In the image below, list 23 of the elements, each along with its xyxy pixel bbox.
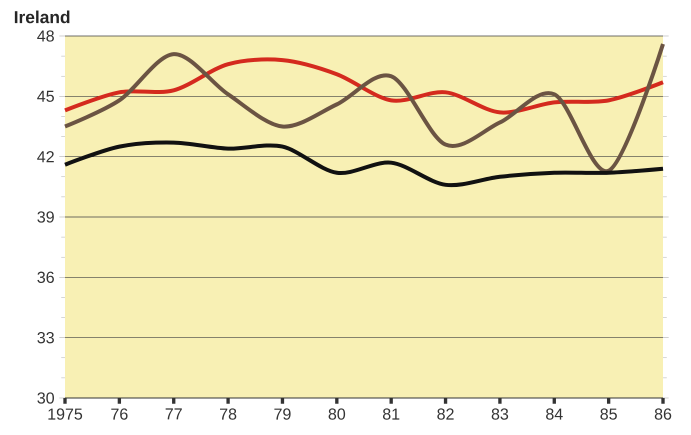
x-tick-label: 77	[166, 408, 182, 420]
x-tick-label: 79	[274, 408, 291, 420]
line-series	[63, 57, 666, 115]
x-tick-label: 1975	[48, 408, 82, 420]
y-tick-label: 39	[37, 211, 54, 223]
x-tick-label: 76	[111, 408, 128, 420]
x-tick-label: 81	[382, 408, 400, 420]
y-tick-label: 33	[37, 332, 54, 344]
y-tick-label: 45	[37, 90, 54, 102]
y-tick-label: 36	[37, 272, 54, 283]
x-tick-label: 78	[220, 408, 236, 420]
x-tick-label: 84	[546, 408, 563, 420]
x-tick-label: 82	[437, 408, 454, 420]
y-tick-label: 30	[37, 392, 54, 404]
line-series	[63, 42, 666, 173]
x-tick-label: 86	[654, 408, 672, 420]
y-tick-label: 42	[37, 151, 54, 162]
chart-title: Ireland	[14, 10, 70, 24]
x-tick-label: 85	[600, 408, 617, 420]
x-tick-label: 80	[328, 408, 346, 420]
x-tick-label: 83	[492, 408, 508, 420]
line-series	[63, 140, 666, 188]
y-tick-label: 48	[37, 30, 54, 42]
